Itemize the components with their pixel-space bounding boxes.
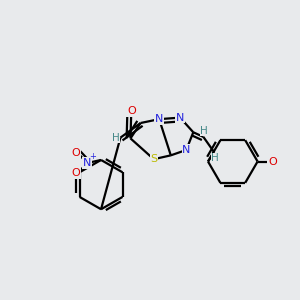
Text: N: N	[176, 112, 184, 123]
Text: H: H	[200, 126, 208, 136]
Text: N: N	[83, 158, 91, 168]
Text: O: O	[269, 157, 278, 166]
Text: +: +	[89, 152, 96, 161]
Text: H: H	[112, 133, 120, 142]
Text: O: O	[72, 168, 81, 178]
Text: S: S	[150, 154, 157, 164]
Text: O: O	[72, 148, 81, 158]
Text: H: H	[211, 153, 219, 164]
Text: N: N	[155, 114, 164, 124]
Text: O: O	[127, 106, 136, 116]
Text: N: N	[182, 145, 190, 155]
